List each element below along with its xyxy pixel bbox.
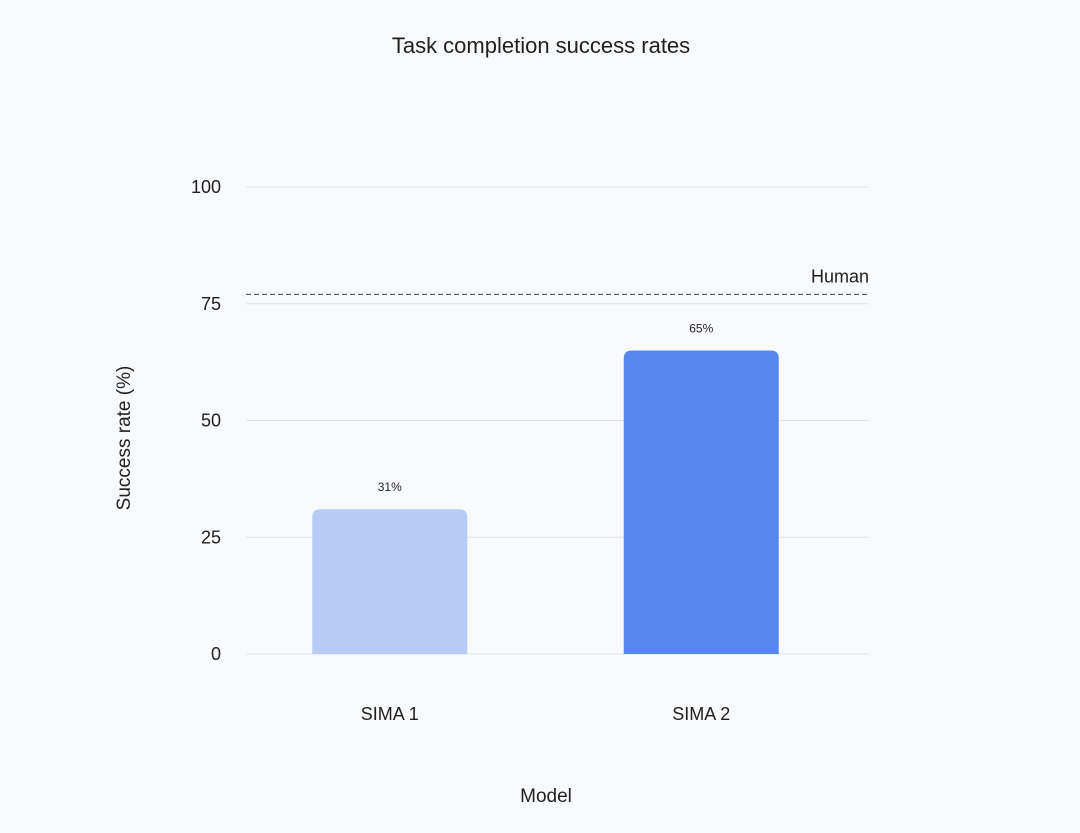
chart-title: Task completion success rates: [392, 33, 690, 58]
y-axis-label: Success rate (%): [114, 366, 135, 511]
x-axis-label: Model: [520, 786, 572, 807]
y-tick-label-75: 75: [201, 294, 221, 314]
x-tick-label-sima-2: SIMA 2: [672, 704, 730, 724]
y-tick-label-0: 0: [211, 644, 221, 664]
y-axis-ticks: 0 25 50 75 100: [191, 177, 221, 664]
bars: 31% 65%: [312, 321, 779, 654]
bar-sima-1: [312, 509, 468, 654]
data-label-sima-2: 65%: [689, 321, 713, 335]
y-tick-label-50: 50: [201, 411, 221, 431]
bar-sima-2: [623, 350, 779, 654]
y-tick-label-25: 25: [201, 527, 221, 547]
human-reference-label: Human: [811, 266, 869, 286]
y-tick-label-100: 100: [191, 177, 221, 197]
data-label-sima-1: 31%: [378, 480, 402, 494]
x-axis-categories: SIMA 1 SIMA 2: [361, 704, 731, 724]
human-reference: Human: [246, 266, 869, 295]
x-tick-label-sima-1: SIMA 1: [361, 704, 419, 724]
